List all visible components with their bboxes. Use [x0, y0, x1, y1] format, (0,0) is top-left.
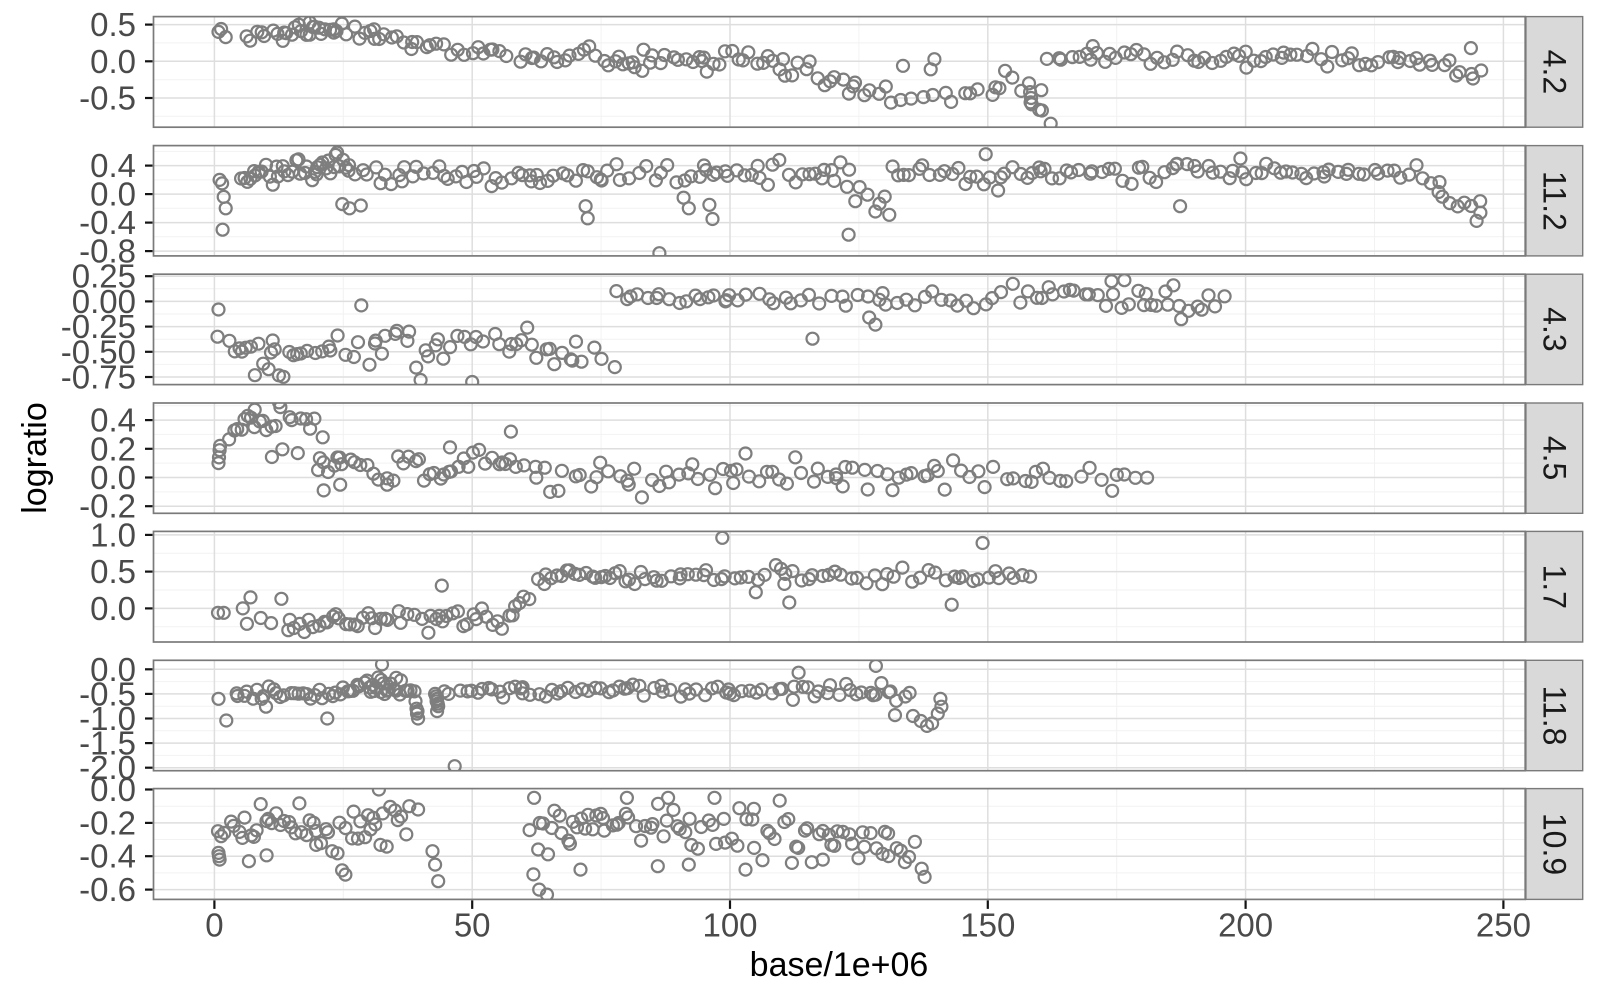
svg-text:-0.8: -0.8	[79, 233, 136, 270]
svg-text:0.0: 0.0	[90, 590, 136, 627]
svg-text:0.0: 0.0	[90, 459, 136, 496]
svg-text:-0.5: -0.5	[79, 80, 136, 117]
svg-text:11.8: 11.8	[1536, 686, 1572, 746]
svg-text:-0.5: -0.5	[79, 675, 136, 712]
svg-text:-0.75: -0.75	[61, 359, 136, 396]
svg-text:10.9: 10.9	[1536, 813, 1572, 875]
svg-text:-0.2: -0.2	[79, 804, 136, 841]
svg-text:-0.4: -0.4	[79, 204, 136, 241]
svg-text:0.0: 0.0	[90, 176, 136, 213]
svg-text:1.7: 1.7	[1536, 564, 1572, 608]
svg-text:-0.50: -0.50	[61, 333, 136, 370]
svg-text:base/1e+06: base/1e+06	[750, 946, 929, 984]
svg-text:-0.6: -0.6	[79, 871, 136, 908]
svg-text:4.3: 4.3	[1536, 307, 1572, 351]
svg-text:logratio: logratio	[16, 402, 54, 514]
svg-text:0.0: 0.0	[90, 771, 136, 808]
svg-text:0.4: 0.4	[90, 147, 136, 184]
svg-text:0.5: 0.5	[90, 6, 136, 43]
svg-text:50: 50	[454, 907, 491, 944]
svg-text:-0.4: -0.4	[79, 838, 136, 875]
svg-text:0.0: 0.0	[90, 43, 136, 80]
svg-text:100: 100	[702, 907, 757, 944]
svg-text:-1.0: -1.0	[79, 700, 136, 737]
svg-text:0.0: 0.0	[90, 651, 136, 688]
svg-text:11.2: 11.2	[1536, 171, 1572, 231]
svg-text:-1.5: -1.5	[79, 725, 136, 762]
svg-text:0.25: 0.25	[72, 258, 136, 295]
svg-text:0.5: 0.5	[90, 553, 136, 590]
svg-text:0.00: 0.00	[72, 283, 136, 320]
svg-text:0: 0	[205, 907, 223, 944]
svg-text:150: 150	[960, 907, 1015, 944]
svg-text:200: 200	[1218, 907, 1273, 944]
svg-text:1.0: 1.0	[90, 516, 136, 553]
svg-text:-0.2: -0.2	[79, 488, 136, 525]
svg-text:0.2: 0.2	[90, 430, 136, 467]
svg-text:-2.0: -2.0	[79, 749, 136, 786]
svg-text:250: 250	[1476, 907, 1531, 944]
svg-text:0.4: 0.4	[90, 402, 136, 439]
svg-text:4.5: 4.5	[1536, 436, 1572, 480]
svg-text:-0.25: -0.25	[61, 308, 136, 345]
svg-text:4.2: 4.2	[1536, 50, 1572, 94]
